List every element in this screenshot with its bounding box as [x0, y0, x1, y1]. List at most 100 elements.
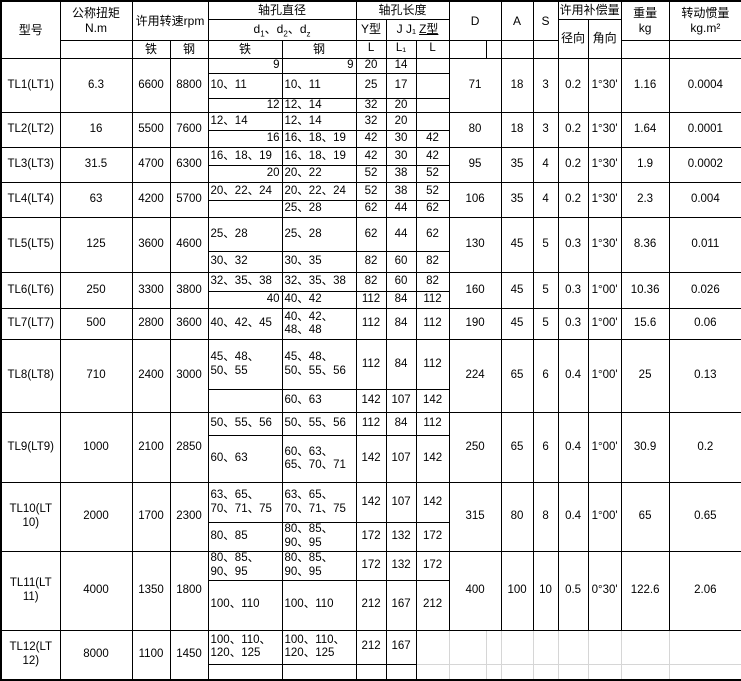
model-name-line: TL12(LT [9, 641, 53, 654]
model-name-cell: TL9(LT9) [0, 412, 61, 484]
dim-a-cell: 18 [500, 112, 534, 149]
dim-a-cell: 65 [500, 412, 534, 484]
dia-steel-cell: 10、11 [281, 72, 357, 99]
header-bore-length: 轴孔长度 [355, 0, 450, 20]
dim-s-cell: 3 [532, 112, 559, 149]
len-y-l-cell: 32 [355, 97, 387, 114]
dim-s-cell: 8 [532, 482, 559, 552]
dia-steel-cell [281, 663, 357, 681]
dim-d-cell [485, 663, 502, 681]
dim-d-cell: 190 [448, 308, 502, 341]
len-y-l-cell: 142 [355, 482, 387, 524]
rpm-steel-cell: 3800 [169, 272, 209, 310]
table-row: TL2(LT2) 16 5500 7600 12、14 12、14 32 20 80 18 3 0.2… [0, 112, 741, 149]
header-a: A [500, 0, 534, 41]
torque-cell: 1000 [59, 412, 133, 484]
len-j-l1-cell: 107 [385, 435, 417, 484]
len-j-l1-cell: 44 [385, 217, 417, 253]
dim-s-cell: 5 [532, 217, 559, 274]
table-row: TL8(LT8) 710 2400 3000 45、48、50、55 45、48、50、5… [0, 339, 741, 414]
rpm-iron-cell: 5500 [131, 112, 171, 149]
header-empty-cell [620, 39, 670, 59]
table-row: TL1(LT1) 6.3 6600 8800 9 9 20 14 71 18 3 0.2 1°30' 1.… [0, 57, 741, 114]
len-z-l-cell: 112 [415, 412, 450, 437]
weight-cell: 2.3 [620, 182, 670, 219]
comp-radial-cell: 0.5 [557, 550, 589, 631]
dia-iron-cell: 10、11 [207, 72, 283, 99]
header-row-3: 铁 钢 铁 钢 L L₁ L [1, 39, 741, 59]
len-y-l-cell: 52 [355, 182, 387, 202]
rpm-iron-cell: 4700 [131, 147, 171, 184]
table-row: 60、63 60、63、65、70、71 142 107 142 [1, 435, 741, 484]
dia-steel-cell: 40、42、48、48 [281, 308, 357, 341]
model-name-cell: TL2(LT2) [0, 112, 61, 149]
len-y-l-cell: 142 [355, 435, 387, 484]
model-name-line: 11) [22, 590, 39, 603]
len-j-l1-cell: 30 [385, 130, 417, 149]
len-z-l-cell: 112 [415, 308, 450, 341]
dim-d-cell: 224 [448, 339, 502, 414]
torque-cell: 125 [59, 217, 133, 274]
len-y-l-cell: 112 [355, 291, 387, 310]
torque-cell: 31.5 [59, 147, 133, 184]
len-z-l-cell [415, 629, 450, 665]
torque-cell: 710 [59, 339, 133, 414]
comp-radial-cell: 0.4 [557, 339, 589, 414]
inertia-cell [668, 663, 741, 681]
rpm-iron-cell: 1100 [131, 629, 171, 681]
weight-cell: 1.64 [620, 112, 670, 149]
len-z-l-cell: 212 [415, 579, 450, 631]
rpm-steel-cell: 1800 [169, 550, 209, 631]
comp-angular-cell [587, 629, 622, 665]
torque-cell: 250 [59, 272, 133, 310]
len-y-l-cell: 52 [355, 165, 387, 184]
inertia-cell [668, 629, 741, 665]
dim-d-cell: 400 [448, 550, 502, 631]
header-torque-line1: 公称扭矩 [71, 6, 120, 21]
len-z-l-cell: 52 [415, 182, 450, 202]
dia-iron-cell: 80、85 [207, 522, 283, 552]
dim-d-cell: 71 [448, 57, 502, 114]
dia-steel-cell: 32、35、38 [281, 272, 357, 293]
model-name-cell: TL11(LT 11) [0, 550, 61, 631]
dia-iron-cell: 32、35、38 [207, 272, 283, 293]
table-row: 30、32 30、35 82 60 82 [1, 251, 741, 274]
weight-cell: 65 [620, 482, 670, 552]
len-j-l1-cell: 84 [385, 412, 417, 437]
len-y-l-cell: 20 [355, 57, 387, 74]
dia-steel-cell: 100、110、120、125 [281, 629, 357, 665]
header-l1: L₁ [385, 39, 417, 59]
model-name-line: TL5(LT5) [7, 238, 54, 251]
len-z-l-cell: 112 [415, 291, 450, 310]
inertia-cell: 0.2 [668, 412, 741, 484]
model-name-line: TL4(LT4) [7, 193, 54, 206]
len-j-l1-cell: 167 [385, 629, 417, 665]
model-name-line: TL11(LT [9, 577, 52, 590]
len-y-l-cell: 32 [355, 112, 387, 132]
rpm-iron-cell: 4200 [131, 182, 171, 219]
len-z-l-cell [415, 663, 450, 681]
header-speed: 许用转速rpm [131, 0, 209, 41]
dim-d-cell: 160 [448, 272, 502, 310]
len-j-l1-cell: 60 [385, 251, 417, 274]
dia-steel-cell: 60、63 [281, 389, 357, 414]
len-y-l-cell: 82 [355, 272, 387, 293]
rpm-steel-cell: 8800 [169, 57, 209, 114]
inertia-cell: 0.026 [668, 272, 741, 310]
inertia-cell: 0.06 [668, 308, 741, 341]
dim-a-cell: 45 [500, 308, 534, 341]
model-name-cell: TL5(LT5) [0, 217, 61, 274]
comp-angular-cell: 1°00' [587, 308, 622, 341]
model-name-line: TL3(LT3) [7, 158, 54, 171]
len-z-l-cell: 172 [415, 550, 450, 581]
comp-radial-cell: 0.2 [557, 147, 589, 184]
model-name-cell: TL6(LT6) [0, 272, 61, 310]
inertia-cell: 0.0001 [668, 112, 741, 149]
table-row: TL6(LT6) 250 3300 3800 32、35、38 32、35、38 82 60 8… [0, 272, 741, 310]
len-z-l-cell: 142 [415, 435, 450, 484]
dim-s-cell: 4 [532, 182, 559, 219]
len-z-l-cell [415, 97, 450, 114]
inertia-cell: 0.13 [668, 339, 741, 414]
len-z-l-cell: 142 [415, 389, 450, 414]
